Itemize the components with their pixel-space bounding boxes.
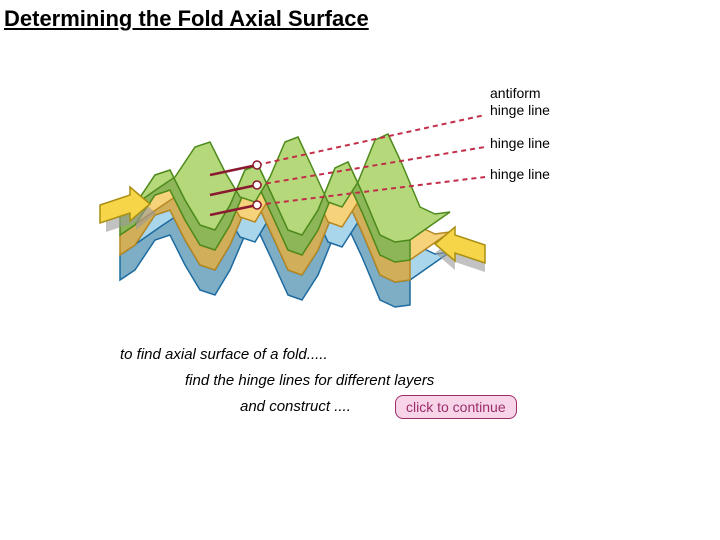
- fold-svg: [90, 80, 630, 340]
- continue-button[interactable]: click to continue: [395, 395, 517, 419]
- label-hinge-mid: hinge line: [490, 135, 550, 151]
- caption-line1: to find axial surface of a fold.....: [120, 346, 328, 363]
- hinge-markers: [253, 161, 261, 209]
- label-hinge-top: hinge line: [490, 102, 550, 118]
- label-hinge-bot: hinge line: [490, 166, 550, 182]
- fold-diagram: antiform hinge line hinge line hinge lin…: [90, 80, 630, 380]
- caption-line2: find the hinge lines for different layer…: [185, 372, 434, 389]
- page-title: Determining the Fold Axial Surface: [4, 6, 369, 32]
- label-antiform: antiform: [490, 85, 541, 101]
- caption-line3: and construct ....: [240, 398, 351, 415]
